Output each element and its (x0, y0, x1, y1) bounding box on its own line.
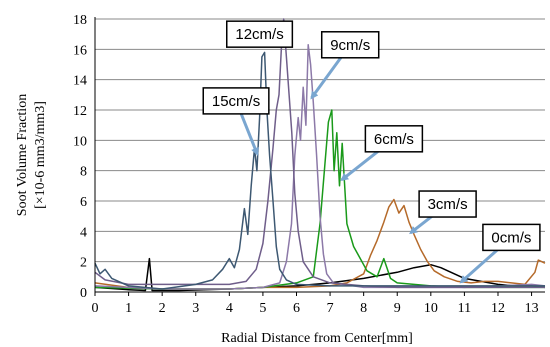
grid-lines (95, 18, 545, 263)
x-tick-label-9: 9 (394, 301, 401, 316)
y-axis-title-line1: Soot Volume Fraction (15, 94, 30, 216)
series-lines (94, 18, 546, 292)
x-tick-label-12: 12 (491, 301, 505, 316)
x-tick-label-6: 6 (293, 301, 300, 316)
y-tick-label-10: 10 (73, 134, 87, 149)
series-line-12cm-per-s (94, 18, 545, 289)
callout-label-0cm-per-s: 0cm/s (491, 229, 531, 246)
series-line-9cm-per-s (94, 44, 546, 290)
callout-label-12cm-per-s: 12cm/s (235, 26, 283, 43)
x-tick-label-1: 1 (125, 301, 132, 316)
y-tick-label-6: 6 (80, 195, 87, 210)
callout-label-15cm-per-s: 15cm/s (212, 93, 260, 110)
y-tick-label-12: 12 (73, 104, 87, 119)
x-tick-label-7: 7 (327, 301, 334, 316)
x-tick-label-8: 8 (360, 301, 367, 316)
axes (94, 17, 545, 296)
y-tick-label-0: 0 (80, 286, 87, 301)
callout-labels: 12cm/s 9cm/s 15cm/s 6cm/s 3cm/s 0cm/s (202, 20, 541, 284)
series-line-0cm-per-s (94, 257, 546, 292)
series-line-6cm-per-s (94, 109, 545, 290)
callout-box-9cm-per-s (320, 31, 380, 59)
x-tick-label-13: 13 (525, 301, 539, 316)
y-axis-title-line2: [×10-6 mm3/mm3] (33, 101, 48, 209)
callout-box-15cm-per-s (202, 87, 270, 115)
callout-box-0cm-per-s (482, 223, 541, 252)
x-axis-title: Radial Distance from Center[mm] (221, 331, 413, 346)
x-tick-label-2: 2 (159, 301, 166, 316)
callout-label-3cm-per-s: 3cm/s (428, 196, 468, 213)
y-tick-label-16: 16 (73, 43, 87, 58)
x-tick-label-4: 4 (226, 301, 233, 316)
x-tick-label-10: 10 (424, 301, 438, 316)
y-tick-label-8: 8 (80, 165, 87, 180)
y-tick-label-2: 2 (80, 256, 87, 271)
x-tick-label-0: 0 (92, 301, 99, 316)
callout-label-9cm-per-s: 9cm/s (330, 37, 370, 54)
series-line-15cm-per-s (94, 51, 545, 290)
x-tick-label-11: 11 (458, 301, 471, 316)
y-tick-label-4: 4 (80, 225, 87, 240)
callout-box-3cm-per-s (418, 190, 477, 218)
y-tick-label-18: 18 (73, 13, 87, 28)
callout-box-12cm-per-s (226, 20, 294, 48)
y-tick-label-14: 14 (73, 74, 87, 89)
callout-box-6cm-per-s (364, 125, 424, 153)
x-tick-label-3: 3 (192, 301, 199, 316)
callout-label-6cm-per-s: 6cm/s (374, 131, 414, 148)
x-tick-label-5: 5 (259, 301, 266, 316)
